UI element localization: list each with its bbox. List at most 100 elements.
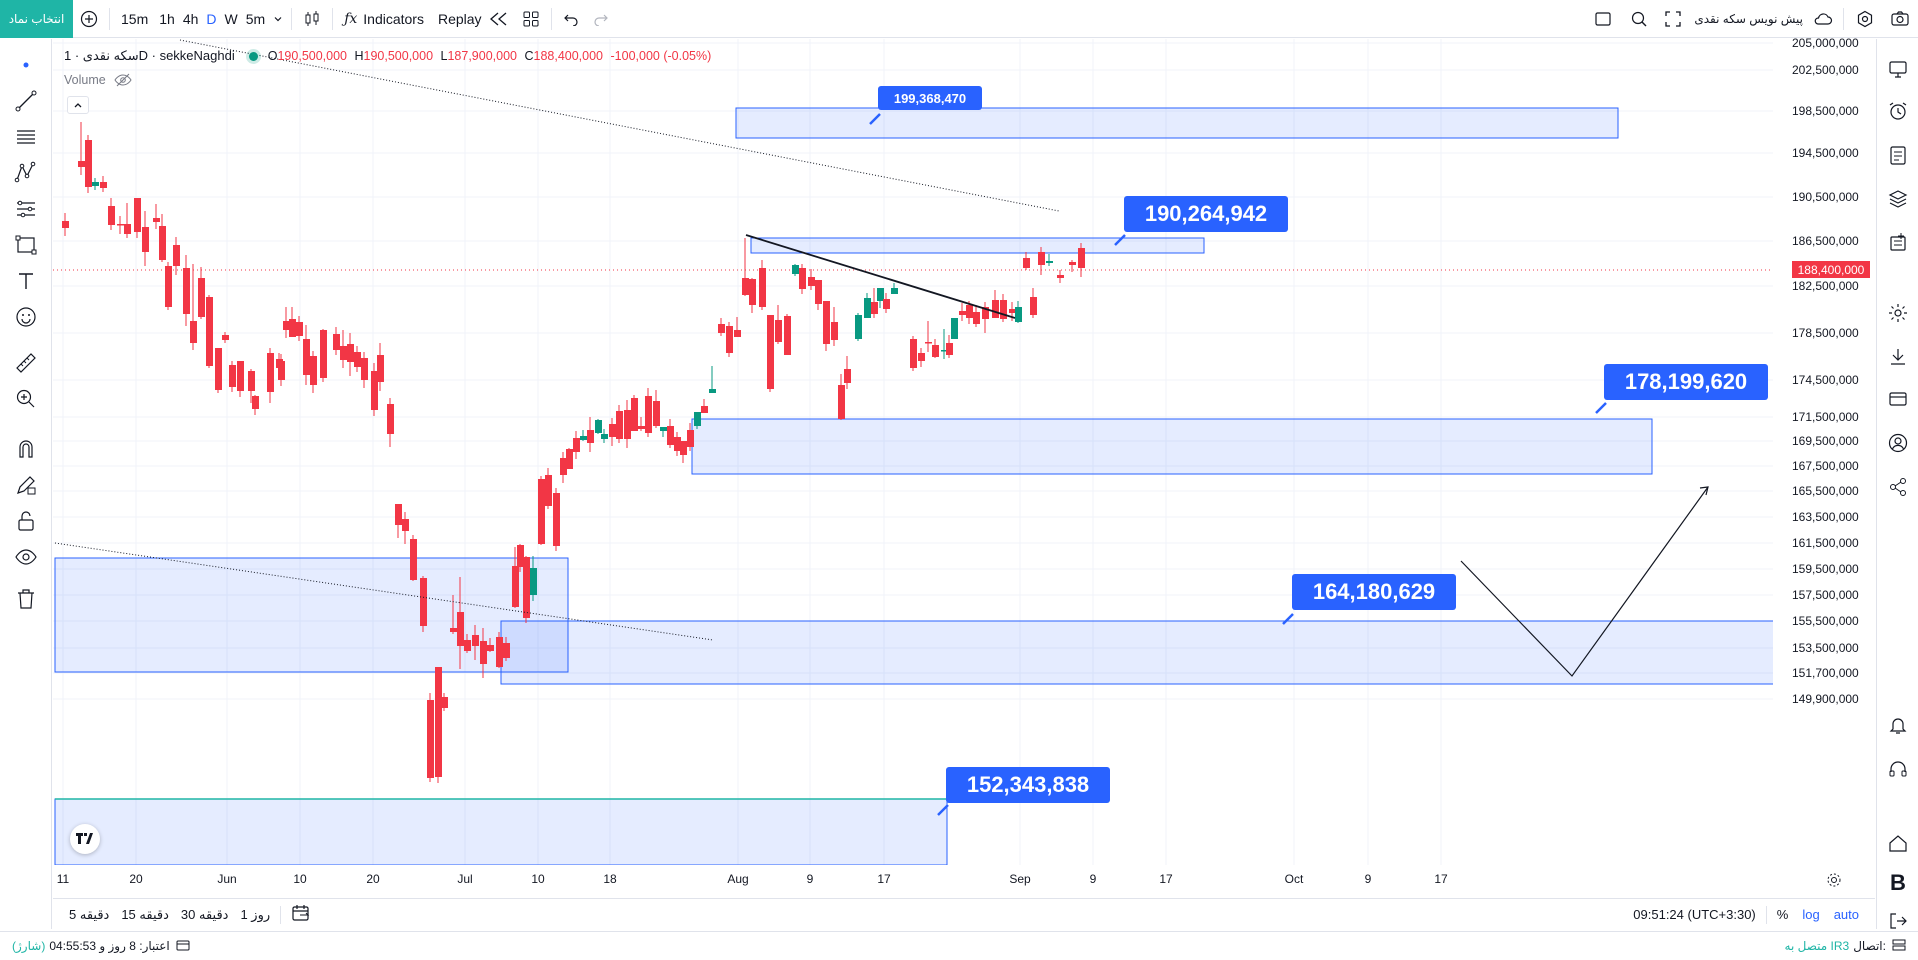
candle-body <box>229 365 236 387</box>
trend-line-icon[interactable] <box>12 87 40 115</box>
date-range-icon[interactable] <box>291 904 311 925</box>
candle <box>553 488 560 551</box>
timeframe-15m[interactable]: 15m <box>121 10 149 27</box>
ruler-icon[interactable] <box>12 349 40 377</box>
download-icon[interactable] <box>1884 343 1912 371</box>
candle <box>464 634 471 653</box>
fullscreen-square-icon[interactable] <box>1584 0 1622 38</box>
pencil-lock-icon[interactable] <box>12 471 40 499</box>
close-value: 188,400,000 <box>533 49 604 63</box>
logout-icon[interactable] <box>1884 907 1912 935</box>
candle-body <box>992 300 999 318</box>
candle <box>871 288 878 318</box>
trash-icon[interactable] <box>12 585 40 613</box>
time-axis-label: 20 <box>366 872 380 886</box>
candle <box>1030 288 1037 318</box>
range-30m[interactable]: 30 دقیقه <box>180 906 229 922</box>
candle <box>742 238 749 296</box>
undo-icon[interactable] <box>556 0 586 38</box>
candle <box>709 366 716 393</box>
timeframe-1h[interactable]: 1h <box>159 10 175 27</box>
collapse-legend-button[interactable] <box>67 96 89 114</box>
bell-icon[interactable] <box>1884 711 1912 739</box>
chart-title[interactable]: پیش نویس سکه نقدی <box>1694 12 1803 26</box>
candles-icon[interactable] <box>296 0 328 38</box>
candle-body <box>333 334 340 350</box>
lock-icon[interactable] <box>12 507 40 535</box>
timeframe-4h[interactable]: 4h <box>182 10 199 27</box>
symbol-label[interactable]: سکه نقدی · 1D · sekkeNaghdi <box>64 48 235 63</box>
log-toggle[interactable]: log <box>1802 907 1820 922</box>
candle <box>701 399 708 413</box>
callout-178[interactable]: 178,199,620 <box>1604 364 1768 400</box>
range-5m[interactable]: 5 دقیقه <box>69 906 110 922</box>
callout-199[interactable]: 199,368,470 <box>878 86 982 110</box>
candle-body <box>749 279 756 305</box>
clock[interactable]: 09:51:24 (UTC+3:30) <box>1633 907 1756 922</box>
chevron-down-icon[interactable] <box>269 0 287 38</box>
notes-icon[interactable] <box>1884 141 1912 169</box>
indicators-button[interactable]: ƒx Indicators <box>337 0 431 38</box>
monitor-icon[interactable] <box>1884 55 1912 83</box>
fib-icon[interactable] <box>12 195 40 223</box>
redo-icon[interactable] <box>586 0 616 38</box>
callout-190[interactable]: 190,264,942 <box>1124 196 1288 232</box>
zone-rectangle <box>54 557 569 673</box>
camera-icon[interactable] <box>1882 0 1918 38</box>
candle <box>457 577 464 669</box>
zoom-icon[interactable] <box>1622 0 1656 38</box>
price-chart[interactable] <box>53 39 1773 865</box>
headset-icon[interactable] <box>1884 755 1912 783</box>
rectangle-icon[interactable] <box>12 231 40 259</box>
candle-body <box>252 396 259 409</box>
percent-toggle[interactable]: % <box>1776 907 1789 922</box>
alarm-icon[interactable] <box>1884 97 1912 125</box>
layers-icon[interactable] <box>1884 185 1912 213</box>
gear-icon[interactable] <box>1884 299 1912 327</box>
user-icon[interactable] <box>1884 429 1912 457</box>
low-value: 187,900,000 <box>447 49 517 63</box>
volume-legend[interactable]: Volume <box>64 73 132 87</box>
layout-grid-icon[interactable] <box>515 0 547 38</box>
bold-b-icon[interactable]: B <box>1890 870 1906 895</box>
candle-body <box>480 641 487 664</box>
candle-body <box>631 398 638 431</box>
horizontal-lines-icon[interactable] <box>12 123 40 151</box>
pattern-icon[interactable] <box>12 159 40 187</box>
add-symbol-icon[interactable] <box>73 0 105 38</box>
candle-body <box>361 358 368 380</box>
timeframe-w[interactable]: W <box>224 10 238 27</box>
charge-link[interactable]: (شارژ) <box>12 939 46 953</box>
crosshair-icon[interactable] <box>12 51 40 79</box>
price-axis-label: 169,500,000 <box>1792 434 1859 448</box>
add-note-icon[interactable] <box>1884 229 1912 257</box>
candle-body <box>347 344 354 362</box>
settings-icon[interactable] <box>1848 0 1882 38</box>
top-right-tools: پیش نویس سکه نقدی <box>1584 0 1918 38</box>
range-1d[interactable]: 1 روز <box>240 906 271 922</box>
cloud-icon[interactable] <box>1807 0 1839 38</box>
eye-icon[interactable] <box>12 543 40 571</box>
range-15m[interactable]: 15 دقیقه <box>121 906 169 922</box>
timeframe-5m[interactable]: 5m <box>245 10 266 27</box>
timeframe-d[interactable]: D <box>206 10 217 27</box>
zoom-in-icon[interactable] <box>12 385 40 413</box>
replay-button[interactable]: Replay <box>431 0 515 38</box>
candle <box>749 278 756 313</box>
candle <box>566 448 573 469</box>
text-icon[interactable] <box>12 267 40 295</box>
price-axis-label: 155,500,000 <box>1792 614 1859 628</box>
emoji-icon[interactable] <box>12 303 40 331</box>
expand-icon[interactable] <box>1656 0 1690 38</box>
card-icon[interactable] <box>1884 385 1912 413</box>
home-icon[interactable] <box>1884 829 1912 857</box>
axis-settings-icon[interactable] <box>1826 872 1842 891</box>
magnet-icon[interactable] <box>12 435 40 463</box>
callout-152[interactable]: 152,343,838 <box>946 767 1110 803</box>
candle-body <box>206 297 213 366</box>
symbol-search-button[interactable]: انتخاب نماد <box>0 0 73 38</box>
tradingview-logo[interactable] <box>70 824 100 854</box>
callout-164[interactable]: 164,180,629 <box>1292 574 1456 610</box>
share-icon[interactable] <box>1884 473 1912 501</box>
auto-toggle[interactable]: auto <box>1833 907 1859 922</box>
